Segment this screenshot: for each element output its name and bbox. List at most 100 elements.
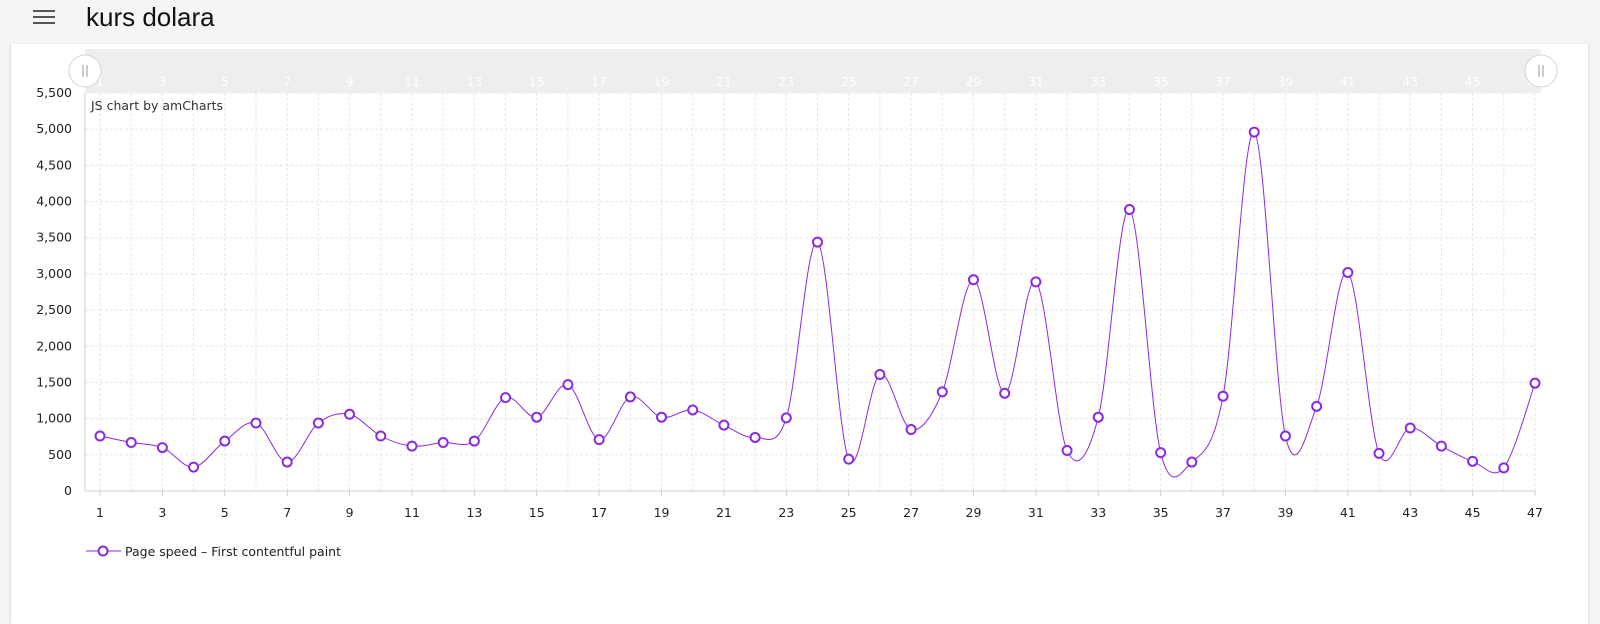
hamburger-menu-icon[interactable] [33,8,55,26]
y-tick-label: 2,000 [36,338,72,353]
data-point[interactable] [1092,411,1104,423]
x-tick-label: 7 [283,505,291,520]
x-tick-label: 39 [1277,505,1293,520]
data-point[interactable] [1123,204,1135,216]
chart-series [94,126,1541,478]
chart-grid [85,92,1536,492]
data-point[interactable] [94,430,106,442]
chart-credit[interactable]: JS chart by amCharts [90,98,223,113]
scrollbar-tick-label: 25 [841,74,857,89]
data-point[interactable] [874,368,886,380]
y-tick-label: 500 [48,447,72,462]
x-tick-label: 47 [1527,505,1543,520]
scrollbar-tick-label: 1 [96,74,104,89]
scrollbar-tick-label: 29 [966,74,982,89]
data-point[interactable] [1467,455,1479,467]
data-point[interactable] [1155,447,1167,459]
data-point[interactable] [312,417,324,429]
chart-axes: 0 500 1,000 1,500 2,000 2,500 3,000 3,500 4,000 4… [36,85,1543,520]
data-point[interactable] [344,408,356,420]
data-point[interactable] [1279,430,1291,442]
data-point[interactable] [125,437,137,449]
y-tick-label: 1,500 [36,374,72,389]
data-point[interactable] [1311,400,1323,412]
data-point[interactable] [999,387,1011,399]
x-tick-label: 9 [346,505,354,520]
data-point[interactable] [156,442,168,454]
data-point[interactable] [1498,462,1510,474]
data-point[interactable] [905,423,917,435]
data-point[interactable] [281,456,293,468]
scrollbar-tick-label: 33 [1090,74,1106,89]
data-point[interactable] [1217,390,1229,402]
x-tick-label: 23 [778,505,794,520]
data-point[interactable] [1030,276,1042,288]
y-tick-label: 3,000 [36,266,72,281]
data-point[interactable] [250,417,262,429]
y-tick-label: 5,500 [36,85,72,100]
y-tick-label: 1,000 [36,411,72,426]
top-bar: kurs dolara [0,0,1600,40]
scrollbar-tick-label: 39 [1277,74,1293,89]
x-tick-label: 33 [1090,505,1106,520]
data-point[interactable] [593,434,605,446]
x-tick-label: 25 [841,505,857,520]
data-point[interactable] [468,435,480,447]
data-point[interactable] [1404,422,1416,434]
data-point[interactable] [656,411,668,423]
data-point[interactable] [812,236,823,248]
data-point[interactable] [219,435,231,447]
line-chart: 1 3 5 7 9 11 13 15 17 19 21 23 25 27 29 31 33 35 37 39 41 43 4… [36,49,1558,559]
x-tick-label: 37 [1215,505,1231,520]
data-point[interactable] [1529,377,1541,389]
scrollbar-tick-label: 45 [1465,74,1481,89]
x-tick-label: 45 [1465,505,1481,520]
chart-legend: Page speed – First contentful paint [86,544,341,559]
data-point[interactable] [936,386,948,398]
scrollbar-tick-label: 3 [158,74,166,89]
x-tick-label: 27 [903,505,919,520]
data-point[interactable] [375,430,387,442]
data-point[interactable] [843,453,855,465]
scrollbar-tick-label: 15 [529,74,545,89]
page-title: kurs dolara [86,2,215,32]
data-point[interactable] [687,404,699,416]
data-point[interactable] [562,379,574,391]
x-tick-label: 43 [1402,505,1418,520]
data-point[interactable] [749,431,761,443]
data-point[interactable] [1435,440,1447,452]
data-point[interactable] [1342,266,1354,278]
data-point[interactable] [624,391,636,403]
legend-item[interactable]: Page speed – First contentful paint [86,544,341,559]
x-tick-label: 41 [1340,505,1356,520]
scrollbar-tick-label: 17 [591,74,607,89]
y-tick-label: 5,000 [36,121,72,136]
data-point[interactable] [437,437,449,449]
y-tick-label: 2,500 [36,302,72,317]
scrollbar-track[interactable] [85,49,1541,93]
chart-card: 1 3 5 7 9 11 13 15 17 19 21 23 25 27 29 31 33 35 37 39 41 43 4… [11,44,1588,624]
x-tick-label: 5 [221,505,229,520]
data-point[interactable] [188,461,200,473]
scrollbar-end-grip[interactable] [1524,54,1558,88]
scrollbar-tick-label: 23 [778,74,794,89]
scrollbar-tick-label: 11 [404,74,420,89]
x-tick-label: 15 [529,505,545,520]
data-point[interactable] [780,412,792,424]
data-point[interactable] [1373,447,1385,459]
data-point[interactable] [531,411,543,423]
chart-scrollbar: 1 3 5 7 9 11 13 15 17 19 21 23 25 27 29 31 33 35 37 39 41 43 4… [68,49,1558,93]
data-point[interactable] [1061,444,1073,456]
data-point[interactable] [406,440,418,452]
legend-marker [97,545,109,557]
data-point[interactable] [967,274,979,286]
scrollbar-tick-label: 21 [716,74,732,89]
data-point[interactable] [1248,126,1260,138]
data-point[interactable] [500,392,512,404]
x-tick-label: 31 [1028,505,1044,520]
scrollbar-start-grip[interactable] [68,54,102,88]
legend-label: Page speed – First contentful paint [125,544,341,559]
x-tick-label: 21 [716,505,732,520]
data-point[interactable] [1186,456,1198,468]
data-point[interactable] [718,419,730,431]
